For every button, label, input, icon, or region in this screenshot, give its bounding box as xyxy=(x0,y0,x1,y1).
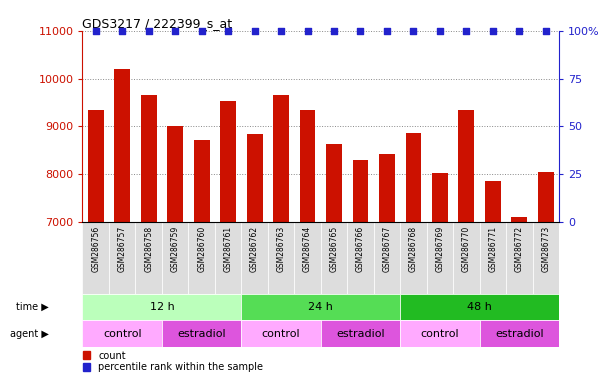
Bar xyxy=(400,293,559,320)
Point xyxy=(170,28,180,34)
Point xyxy=(514,28,524,34)
Point xyxy=(91,28,101,34)
Point xyxy=(435,28,445,34)
Text: GSM286757: GSM286757 xyxy=(118,225,126,272)
Text: GSM286767: GSM286767 xyxy=(382,225,392,272)
Text: GSM286768: GSM286768 xyxy=(409,225,418,271)
Text: GSM286772: GSM286772 xyxy=(515,225,524,271)
Text: GSM286761: GSM286761 xyxy=(224,225,233,271)
Bar xyxy=(379,154,395,222)
Text: GSM286764: GSM286764 xyxy=(303,225,312,272)
Text: GSM286758: GSM286758 xyxy=(144,225,153,271)
Bar xyxy=(400,320,480,347)
Bar xyxy=(241,320,321,347)
Bar xyxy=(299,109,315,222)
Text: control: control xyxy=(262,329,301,339)
Point xyxy=(144,28,153,34)
Text: estradiol: estradiol xyxy=(177,329,226,339)
Text: GSM286766: GSM286766 xyxy=(356,225,365,272)
Bar xyxy=(162,320,241,347)
Bar xyxy=(188,222,215,293)
Bar xyxy=(273,95,289,222)
Bar xyxy=(353,160,368,222)
Bar xyxy=(347,222,374,293)
Bar xyxy=(506,222,533,293)
Bar xyxy=(220,101,236,222)
Bar xyxy=(114,69,130,222)
Point xyxy=(276,28,286,34)
Bar xyxy=(374,222,400,293)
Bar xyxy=(162,222,188,293)
Bar xyxy=(453,222,480,293)
Point xyxy=(117,28,127,34)
Bar xyxy=(241,222,268,293)
Text: GSM286770: GSM286770 xyxy=(462,225,471,272)
Point xyxy=(461,28,471,34)
Bar xyxy=(241,293,400,320)
Bar xyxy=(326,144,342,222)
Point xyxy=(197,28,207,34)
Text: GSM286762: GSM286762 xyxy=(250,225,259,271)
Text: 48 h: 48 h xyxy=(467,302,492,312)
Text: time ▶: time ▶ xyxy=(16,302,49,312)
Point xyxy=(488,28,498,34)
Bar xyxy=(511,217,527,222)
Bar xyxy=(247,134,263,222)
Bar xyxy=(215,222,241,293)
Point xyxy=(356,28,365,34)
Bar xyxy=(480,222,506,293)
Bar xyxy=(426,222,453,293)
Bar xyxy=(458,109,474,222)
Text: 24 h: 24 h xyxy=(309,302,333,312)
Text: GSM286771: GSM286771 xyxy=(488,225,497,271)
Bar xyxy=(533,222,559,293)
Bar xyxy=(321,320,400,347)
Text: GSM286773: GSM286773 xyxy=(541,225,551,272)
Text: control: control xyxy=(420,329,459,339)
Text: GSM286763: GSM286763 xyxy=(277,225,285,272)
Text: GSM286769: GSM286769 xyxy=(436,225,444,272)
Text: estradiol: estradiol xyxy=(336,329,385,339)
Bar xyxy=(480,320,559,347)
Bar xyxy=(538,172,554,222)
Text: control: control xyxy=(103,329,142,339)
Text: GDS3217 / 222399_s_at: GDS3217 / 222399_s_at xyxy=(82,17,233,30)
Bar xyxy=(432,173,448,222)
Bar xyxy=(82,320,162,347)
Bar xyxy=(295,222,321,293)
Text: GSM286759: GSM286759 xyxy=(170,225,180,272)
Bar xyxy=(82,293,241,320)
Point xyxy=(302,28,312,34)
Bar xyxy=(136,222,162,293)
Point xyxy=(250,28,260,34)
Bar xyxy=(167,126,183,222)
Bar xyxy=(82,222,109,293)
Legend: count, percentile rank within the sample: count, percentile rank within the sample xyxy=(82,351,263,372)
Bar xyxy=(109,222,136,293)
Point xyxy=(382,28,392,34)
Text: GSM286760: GSM286760 xyxy=(197,225,206,272)
Point xyxy=(223,28,233,34)
Point xyxy=(541,28,551,34)
Text: 12 h: 12 h xyxy=(150,302,174,312)
Text: agent ▶: agent ▶ xyxy=(10,329,49,339)
Bar xyxy=(406,134,422,222)
Bar xyxy=(485,181,501,222)
Point xyxy=(409,28,419,34)
Bar xyxy=(400,222,426,293)
Bar xyxy=(88,109,104,222)
Bar xyxy=(321,222,347,293)
Bar xyxy=(268,222,295,293)
Text: estradiol: estradiol xyxy=(495,329,544,339)
Bar xyxy=(194,140,210,222)
Text: GSM286765: GSM286765 xyxy=(329,225,338,272)
Text: GSM286756: GSM286756 xyxy=(91,225,100,272)
Point xyxy=(329,28,339,34)
Bar xyxy=(141,95,156,222)
